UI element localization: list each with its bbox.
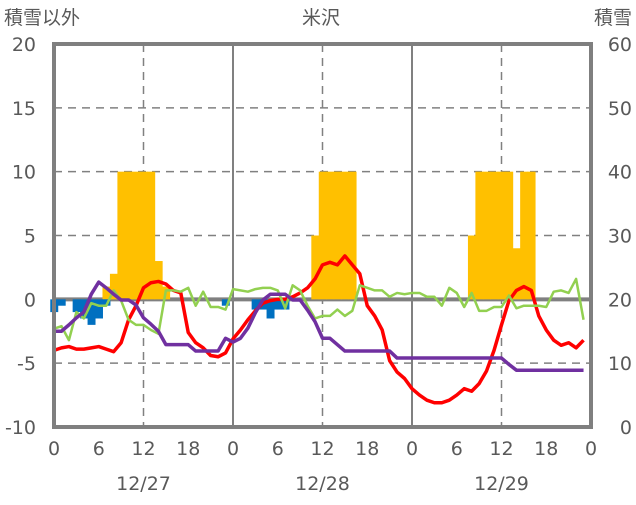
date-label: 12/28 xyxy=(295,473,350,495)
x-tick-label: 0 xyxy=(585,438,597,460)
negative-bar xyxy=(274,299,282,310)
snowfall-bar xyxy=(475,171,484,300)
snowfall-bar xyxy=(109,273,118,300)
snowfall-bar xyxy=(311,235,320,300)
x-tick-label: 6 xyxy=(451,438,463,460)
y-right-tick-label: 40 xyxy=(608,162,632,184)
y-right-tick-label: 20 xyxy=(608,289,632,311)
x-tick-label: 18 xyxy=(534,438,558,460)
x-tick-label: 18 xyxy=(355,438,379,460)
x-tick-label: 0 xyxy=(48,438,60,460)
negative-bar xyxy=(87,299,96,325)
snowfall-bar xyxy=(482,171,491,300)
y-right-tick-label: 10 xyxy=(608,353,632,375)
snowfall-bar xyxy=(512,248,521,300)
bars xyxy=(50,171,536,325)
y-left-tick-label: -5 xyxy=(17,353,36,375)
x-tick-label: 12 xyxy=(131,438,155,460)
snowfall-bar xyxy=(527,171,536,300)
y-left-tick-label: -10 xyxy=(5,417,36,439)
negative-bar xyxy=(57,299,66,306)
snow_depth-line xyxy=(54,280,584,372)
lines xyxy=(53,254,585,405)
y-right-tick-label: 0 xyxy=(620,417,632,439)
x-tick-label: 6 xyxy=(272,438,284,460)
y-left-tick-label: 10 xyxy=(12,162,36,184)
y-left-tick-label: 5 xyxy=(24,226,36,248)
negative-bar xyxy=(266,299,275,319)
snowfall-bar xyxy=(124,171,133,300)
date-label: 12/29 xyxy=(474,473,529,495)
x-tick-label: 6 xyxy=(93,438,105,460)
y-left-tick-label: 15 xyxy=(12,98,36,120)
other-line xyxy=(53,277,585,342)
x-tick-label: 12 xyxy=(310,438,334,460)
snowfall-bar xyxy=(132,171,141,300)
snowfall-bar xyxy=(326,171,335,300)
snowfall-bar xyxy=(318,171,327,300)
date-label: 12/27 xyxy=(116,473,171,495)
chart-title: 米沢 xyxy=(302,7,340,29)
negative-bar xyxy=(72,299,81,313)
plot-frame xyxy=(52,42,593,429)
y-left-tick-label: 0 xyxy=(24,289,36,311)
negative-bar xyxy=(221,299,230,306)
negative-bar xyxy=(95,299,103,319)
temperature-line xyxy=(53,254,585,405)
snowfall-bar xyxy=(139,171,148,300)
snowfall-bar xyxy=(117,171,126,300)
left-axis-title: 積雪以外 xyxy=(4,7,80,29)
snowfall-bar xyxy=(348,171,357,300)
y-right-tick-label: 50 xyxy=(608,98,632,120)
y-right-tick-label: 60 xyxy=(608,34,632,56)
snowfall-bar xyxy=(147,171,156,300)
snowfall-bar xyxy=(341,171,350,300)
right-axis-title: 積雪 xyxy=(594,7,632,29)
snowfall-bar xyxy=(505,171,514,300)
snowfall-bar xyxy=(497,171,506,300)
y-left-tick-label: 20 xyxy=(12,34,36,56)
snowfall-bar xyxy=(467,235,476,300)
snowfall-bar xyxy=(333,171,342,300)
snowfall-bar xyxy=(490,171,499,300)
x-tick-label: 18 xyxy=(176,438,200,460)
y-right-tick-label: 30 xyxy=(608,226,632,248)
negative-bar xyxy=(251,299,260,310)
x-tick-label: 12 xyxy=(489,438,513,460)
snowfall-bar xyxy=(102,286,111,300)
snowfall-bar xyxy=(520,171,529,300)
x-tick-label: 0 xyxy=(227,438,239,460)
x-tick-label: 0 xyxy=(406,438,418,460)
